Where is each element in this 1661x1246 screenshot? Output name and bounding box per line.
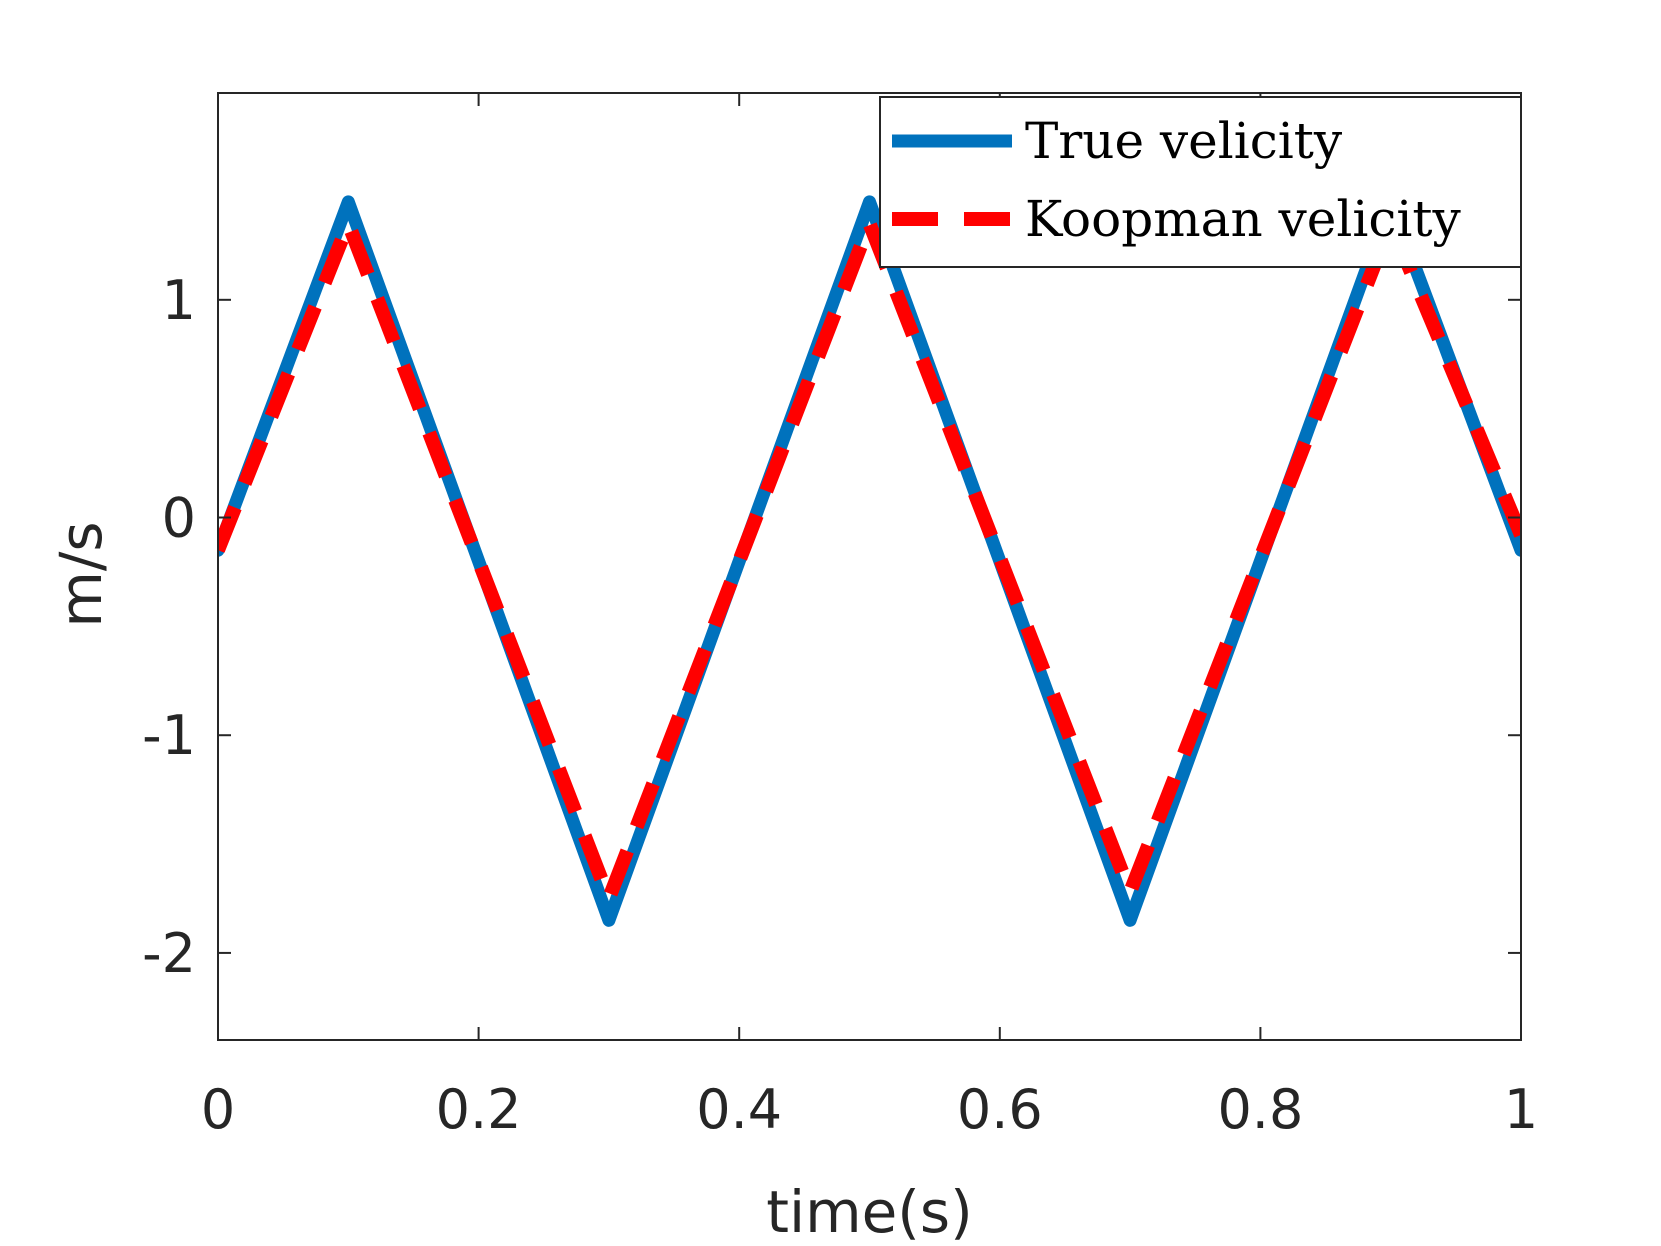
y-tick-label: 0 — [162, 487, 196, 550]
x-tick-label: 0.8 — [1217, 1078, 1303, 1141]
y-tick-label: -1 — [142, 704, 196, 767]
legend: True velicity Koopman velicity — [879, 96, 1522, 268]
legend-box — [879, 96, 1522, 268]
x-axis-label: time(s) — [766, 1178, 973, 1246]
x-tick-label: 0 — [201, 1078, 235, 1141]
x-tick-label: 0.2 — [436, 1078, 522, 1141]
y-axis-label: m/s — [47, 521, 115, 627]
axes-box — [217, 92, 1522, 1041]
x-tick-label: 0.4 — [696, 1078, 782, 1141]
x-tick-label: 0.6 — [957, 1078, 1043, 1141]
y-tick-label: -2 — [142, 922, 196, 985]
y-tick-label: 1 — [162, 269, 196, 332]
ticks-layer: 0 0.2 0.4 0.6 0.8 1 -2 -1 0 1 — [142, 93, 1538, 1141]
legend-label: Koopman velicity — [1025, 190, 1461, 248]
x-tick-label: 1 — [1504, 1078, 1538, 1141]
axes-layer — [217, 92, 1522, 1041]
legend-label: True velicity — [1025, 112, 1343, 170]
